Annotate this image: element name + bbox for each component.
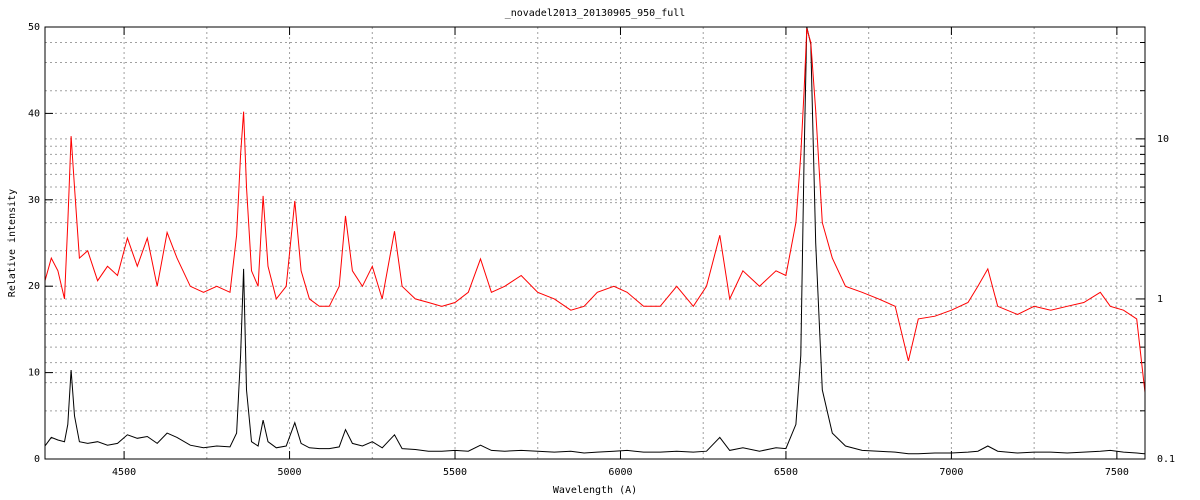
spectrum-line (45, 28, 1145, 393)
spectrum-line (45, 27, 1145, 455)
y2-tick-label: 0.1 (1157, 454, 1175, 465)
y-tick-label: 0 (34, 454, 40, 465)
chart-title: _novadel2013_20130905_950_full (505, 8, 686, 19)
y-tick-label: 10 (28, 368, 40, 379)
y-tick-label: 50 (28, 22, 40, 33)
x-tick-label: 6500 (774, 467, 798, 478)
x-tick-label: 7000 (939, 467, 963, 478)
y-tick-label: 40 (28, 108, 40, 119)
y-tick-label: 20 (28, 281, 40, 292)
y-tick-label: 30 (28, 195, 40, 206)
y2-tick-label: 10 (1157, 134, 1169, 145)
y2-tick-label: 1 (1157, 294, 1163, 305)
x-axis-label: Wavelength (A) (553, 485, 637, 496)
x-tick-label: 7500 (1105, 467, 1129, 478)
y-axis-label: Relative intensity (7, 189, 18, 297)
x-tick-label: 5500 (443, 467, 467, 478)
x-tick-label: 6000 (608, 467, 632, 478)
plot-frame (44, 26, 1146, 460)
x-tick-label: 4500 (112, 467, 136, 478)
x-tick-label: 5000 (278, 467, 302, 478)
